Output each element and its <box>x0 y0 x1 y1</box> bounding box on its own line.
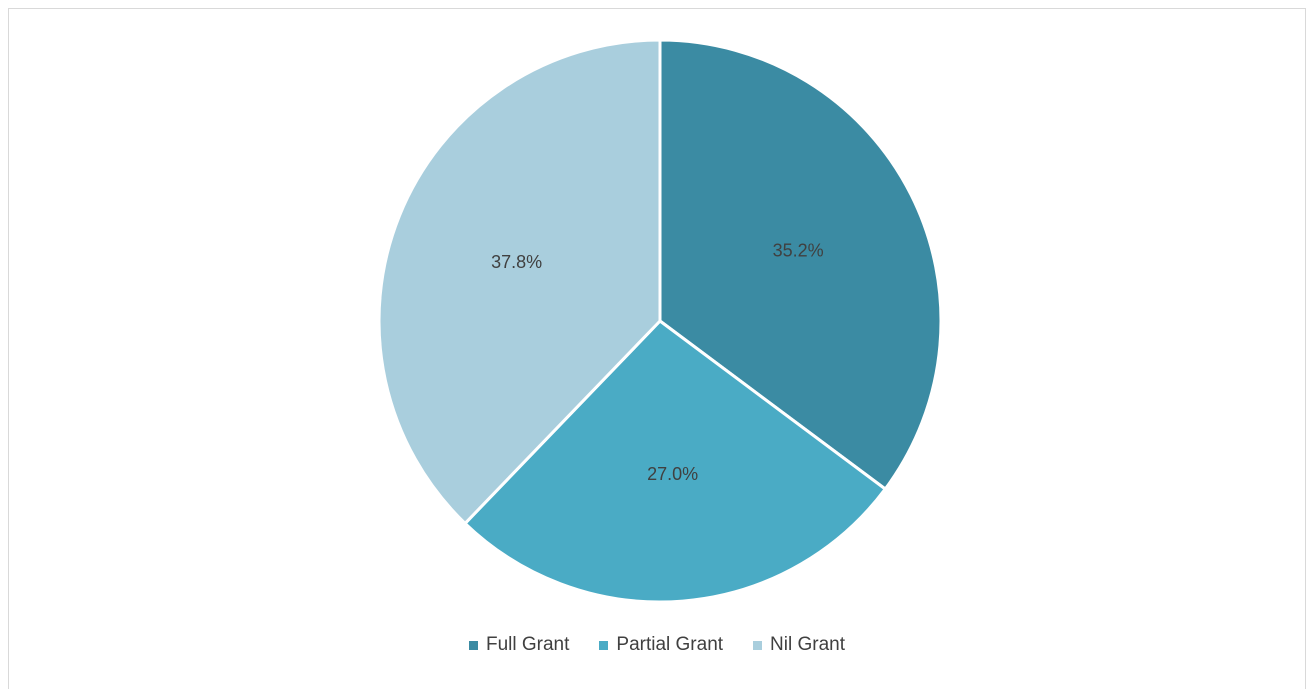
data-label-partial-grant: 27.0% <box>647 464 698 484</box>
legend-label-full-grant: Full Grant <box>485 634 570 655</box>
pie-slice-partial-grant <box>463 319 887 604</box>
legend-swatch-full-grant <box>468 640 478 650</box>
legend-label-nil-grant: Nil Grant <box>770 634 846 655</box>
pie-slices <box>377 38 943 604</box>
pie-labels: 35.2% 27.0% 37.8% <box>491 240 824 483</box>
legend-swatch-nil-grant <box>753 640 763 650</box>
data-label-nil-grant: 37.8% <box>491 252 542 272</box>
data-label-full-grant: 35.2% <box>773 240 824 260</box>
legend-item-full-grant: Full Grant <box>468 634 570 656</box>
chart-legend: Full Grant Partial Grant Nil Grant <box>0 634 1314 656</box>
legend-swatch-partial-grant <box>599 640 609 650</box>
legend-label-partial-grant: Partial Grant <box>616 634 724 655</box>
pie-slice-full-grant <box>658 38 943 491</box>
legend-item-nil-grant: Nil Grant <box>753 634 845 656</box>
legend-item-partial-grant: Partial Grant <box>599 634 723 656</box>
pie-slice-nil-grant <box>377 38 662 525</box>
